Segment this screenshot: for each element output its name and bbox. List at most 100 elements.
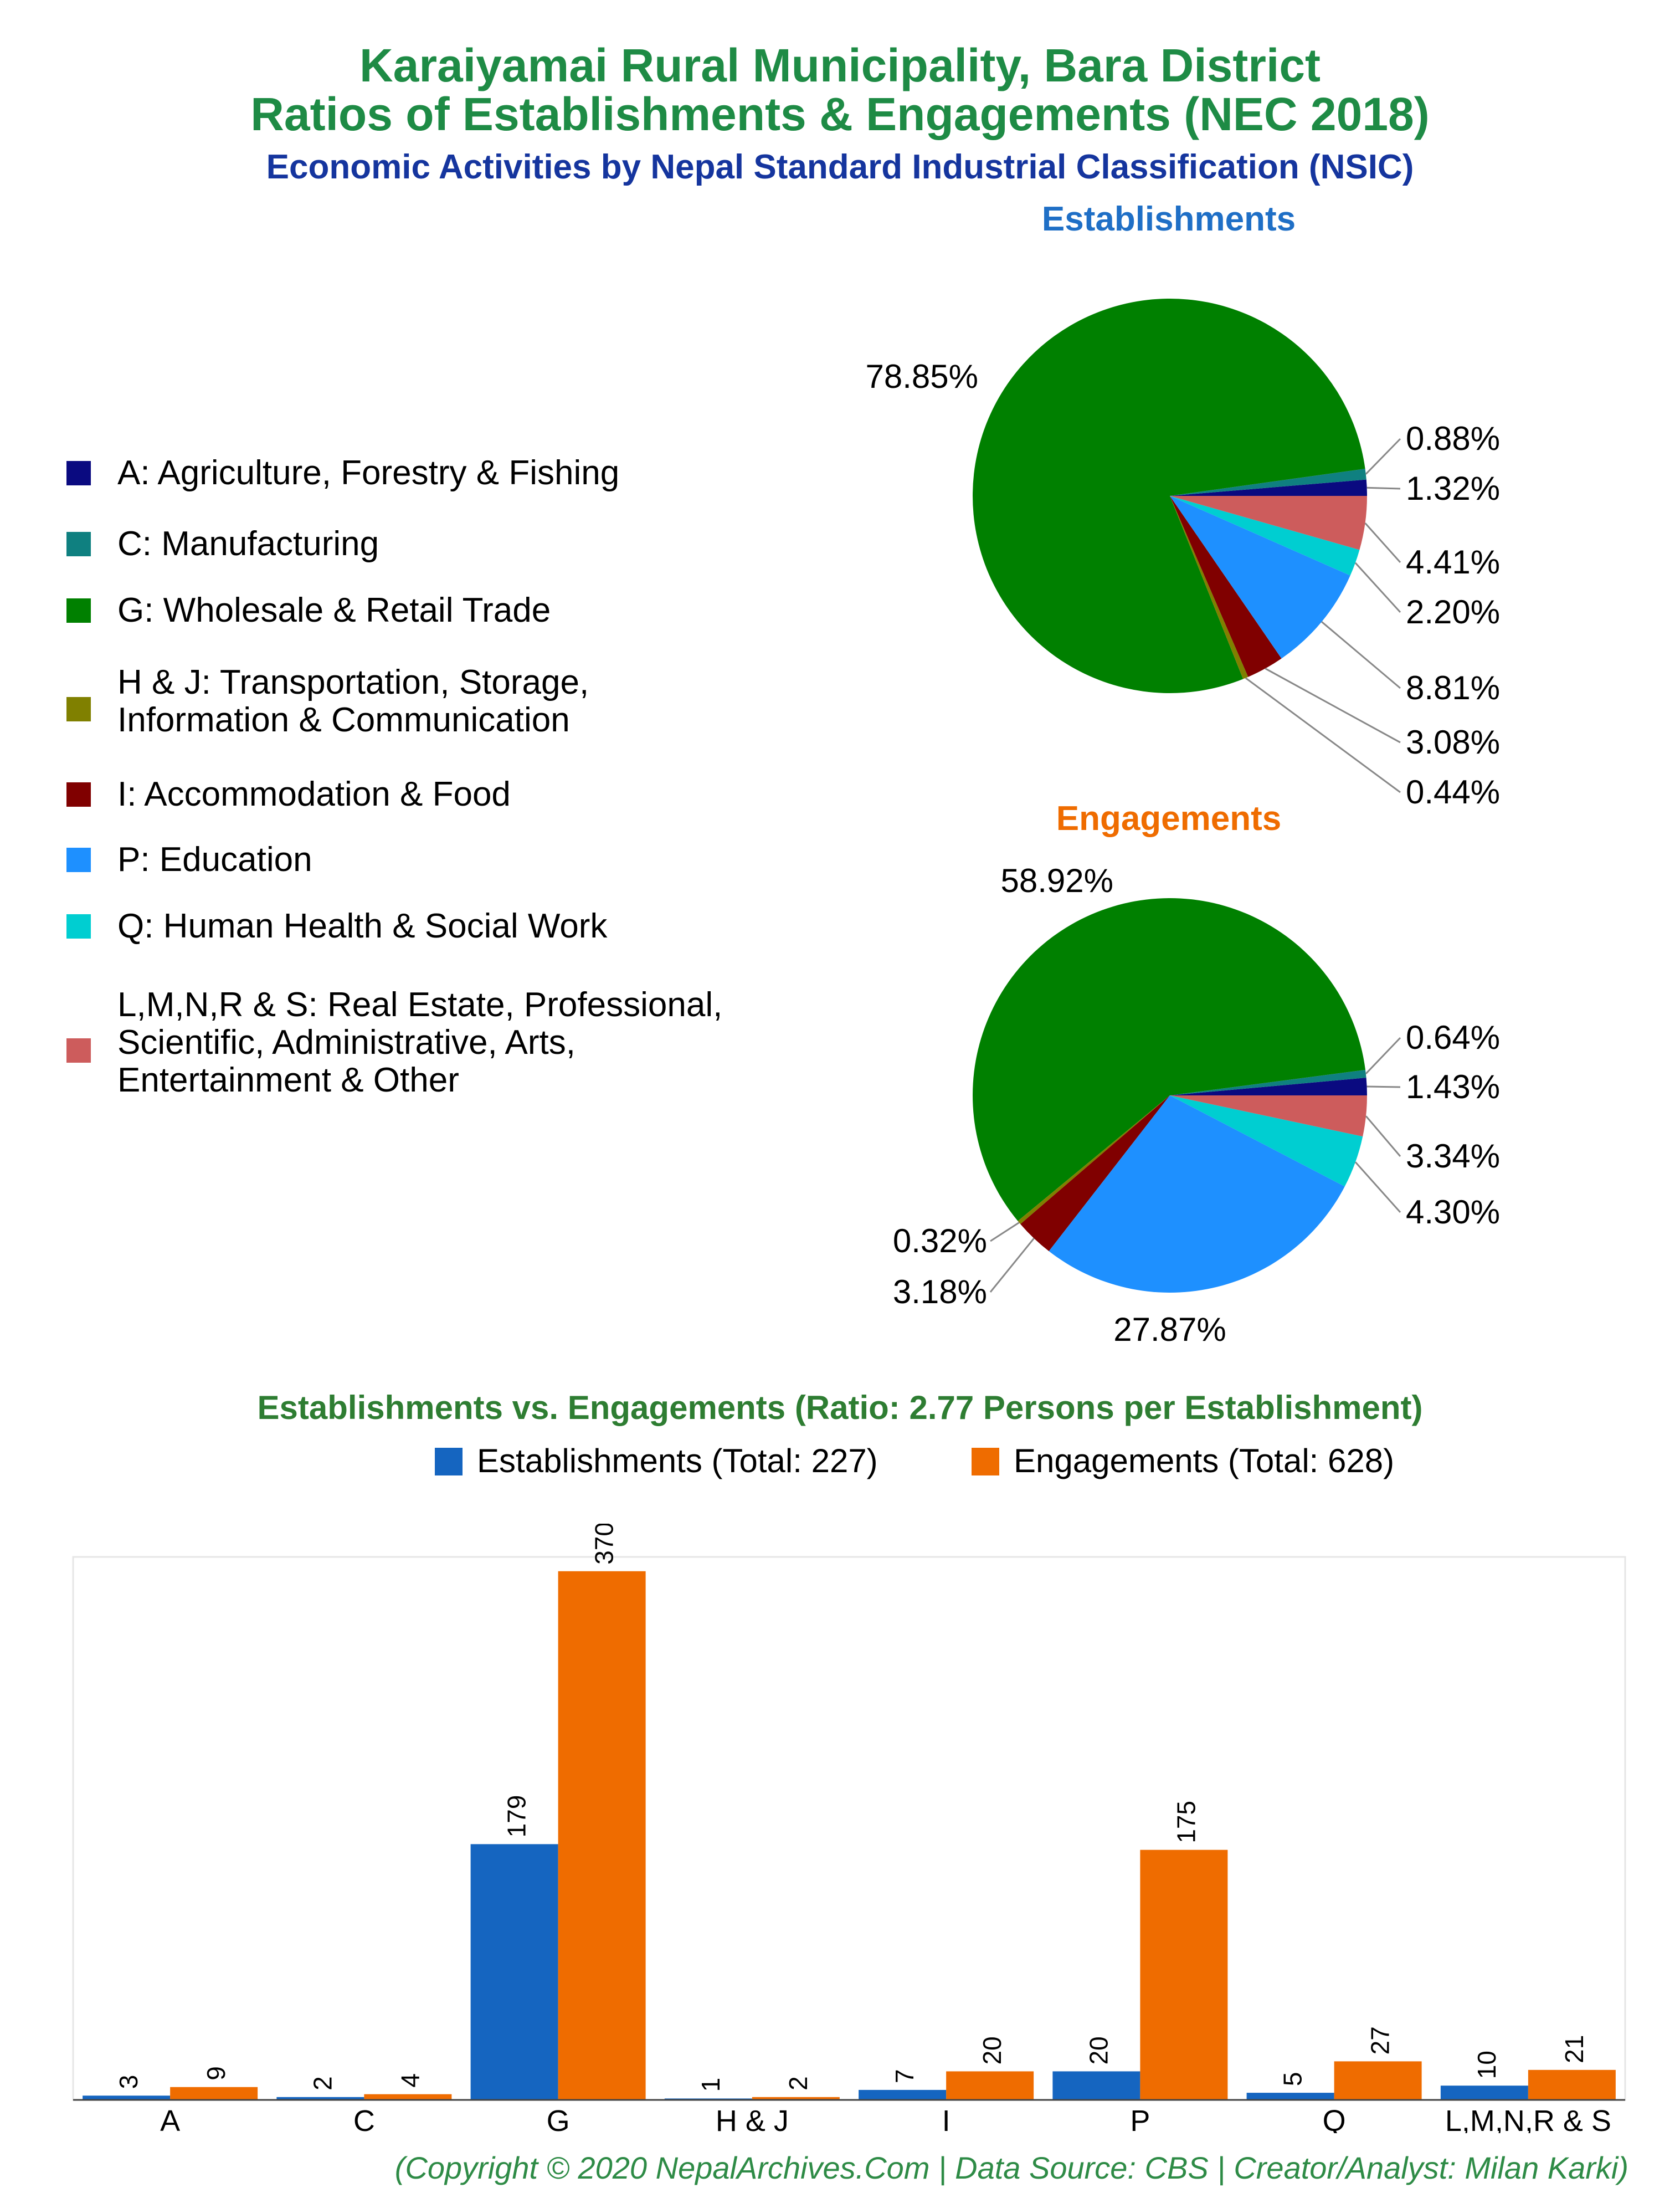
legend-swatch-a bbox=[66, 461, 91, 485]
establishments-value-h-j: 1 bbox=[696, 2078, 725, 2092]
pie-slice-i bbox=[1170, 496, 1282, 677]
x-tick-label-i: I bbox=[942, 2104, 951, 2133]
legend-swatch-i bbox=[66, 782, 91, 807]
engagements-bar-a bbox=[170, 2087, 258, 2100]
legend-label-p: P: Education bbox=[117, 841, 312, 879]
engagements-bar-c bbox=[364, 2094, 452, 2100]
pie-slice-q bbox=[1170, 496, 1360, 576]
pie-label-c: 0.88% bbox=[1406, 420, 1500, 457]
establishments-value-l-m-n-r-s: 10 bbox=[1472, 2051, 1501, 2079]
pie-label-h-j: 0.32% bbox=[893, 1222, 987, 1259]
legend-establishments: Establishments (Total: 227) bbox=[435, 1442, 878, 1480]
establishments-value-a: 3 bbox=[114, 2075, 143, 2089]
pie-label-g: 78.85% bbox=[866, 358, 979, 395]
legend-label-l-m-n-r-s: L,M,N,R & S: Real Estate, Professional, … bbox=[117, 986, 723, 1099]
chart-title-line2: Ratios of Establishments & Engagements (… bbox=[250, 88, 1430, 140]
engagements-value-g: 370 bbox=[590, 1524, 619, 1565]
legend-engagements: Engagements (Total: 628) bbox=[972, 1442, 1394, 1480]
pie-slice-p bbox=[1049, 1095, 1345, 1293]
pie-slice-g bbox=[973, 898, 1365, 1221]
engagements-value-i: 20 bbox=[978, 2036, 1006, 2064]
pie-label-p: 27.87% bbox=[1113, 1311, 1226, 1348]
engagements-bar-q bbox=[1334, 2061, 1422, 2100]
pie-engagements: 1.43% 0.64% 58.92% 0.32% 3.18% 27.87% 4.30% 3.3… bbox=[893, 862, 1500, 1348]
engagements-value-a: 9 bbox=[202, 2066, 230, 2081]
establishments-value-i: 7 bbox=[890, 2069, 919, 2083]
legend-label-c: C: Manufacturing bbox=[117, 525, 379, 563]
pie-label-c: 0.64% bbox=[1406, 1019, 1500, 1056]
engagements-bar-i bbox=[946, 2071, 1034, 2100]
engagements-bar-p bbox=[1140, 1849, 1228, 2100]
bar-chart: 3 9 A 2 4 C 179 370 G 1 2 H & J 7 20 I 20 175 P 5 27 Q 10 21 L,… bbox=[72, 1524, 1626, 2133]
pie-label-l-m-n-r-s: 4.41% bbox=[1406, 544, 1500, 581]
establishments-bar-q bbox=[1246, 2093, 1334, 2100]
plot-area bbox=[72, 1556, 1626, 2101]
establishments-bar-p bbox=[1052, 2071, 1140, 2100]
x-tick-label-a: A bbox=[160, 2104, 180, 2133]
engagements-bar-l-m-n-r-s bbox=[1528, 2069, 1616, 2100]
legend-label-h-j: H & J: Transportation, Storage, Informat… bbox=[117, 663, 589, 739]
pie-slice-c bbox=[1170, 468, 1366, 496]
leader-line-i bbox=[1265, 668, 1401, 744]
pie-label-a: 1.32% bbox=[1406, 470, 1500, 507]
x-tick-label-h-j: H & J bbox=[716, 2104, 789, 2133]
leader-line-a bbox=[1366, 486, 1401, 490]
legend-label-i: I: Accommodation & Food bbox=[117, 775, 511, 813]
engagements-value-p: 175 bbox=[1172, 1801, 1200, 1843]
leader-line-c bbox=[1365, 1037, 1401, 1074]
engagements-value-l-m-n-r-s: 21 bbox=[1560, 2035, 1589, 2063]
leader-line-p bbox=[1321, 621, 1401, 689]
legend-label-establishments: Establishments (Total: 227) bbox=[477, 1442, 878, 1479]
engagements-bar-g bbox=[558, 1571, 646, 2100]
engagements-bar-h-j bbox=[752, 2097, 840, 2100]
establishments-bar-c bbox=[276, 2097, 364, 2100]
establishments-bar-l-m-n-r-s bbox=[1440, 2086, 1528, 2100]
x-tick-label-q: Q bbox=[1323, 2104, 1346, 2133]
x-tick-label-l-m-n-r-s: L,M,N,R & S bbox=[1445, 2104, 1611, 2133]
x-tick-label-c: C bbox=[353, 2104, 375, 2133]
pie-slice-l-m-n-r-s bbox=[1170, 1095, 1368, 1137]
leader-line-q bbox=[1354, 562, 1401, 613]
pie-charts: 1.32% 0.88% 78.85% 0.44% 3.08% 8.81% 2.20% 4.41… bbox=[866, 298, 1500, 1348]
pie-slice-g bbox=[972, 298, 1365, 694]
leader-line-c bbox=[1365, 438, 1401, 475]
legend-swatch-p bbox=[66, 848, 91, 872]
bar-chart-title: Establishments vs. Engagements (Ratio: 2… bbox=[257, 1389, 1423, 1426]
leader-line-q bbox=[1354, 1161, 1401, 1213]
establishments-value-q: 5 bbox=[1278, 2072, 1307, 2087]
pie-slice-l-m-n-r-s bbox=[1170, 496, 1367, 550]
pie-slice-p bbox=[1170, 496, 1350, 659]
pie-label-h-j: 0.44% bbox=[1406, 773, 1500, 811]
bar-legend: Establishments (Total: 227) Engagements … bbox=[0, 1442, 1680, 1486]
leader-line-h-j bbox=[990, 1222, 1020, 1242]
pie-slice-c bbox=[1170, 1069, 1366, 1095]
legend-label-q: Q: Human Health & Social Work bbox=[117, 907, 608, 945]
engagements-value-h-j: 2 bbox=[784, 2076, 813, 2090]
pie-establishments: 1.32% 0.88% 78.85% 0.44% 3.08% 8.81% 2.20% 4.41… bbox=[866, 298, 1500, 811]
engagements-pie-title: Engagements bbox=[1056, 800, 1282, 838]
leader-line-l-m-n-r-s bbox=[1365, 1115, 1401, 1157]
x-tick-label-p: P bbox=[1130, 2104, 1150, 2133]
copyright-footer: (Copyright © 2020 NepalArchives.Com | Da… bbox=[394, 2150, 1628, 2185]
pie-slice-q bbox=[1170, 1095, 1363, 1187]
x-tick-label-g: G bbox=[547, 2104, 570, 2133]
pie-label-a: 1.43% bbox=[1406, 1068, 1500, 1105]
chart-subtitle: Economic Activities by Nepal Standard In… bbox=[266, 148, 1414, 186]
leader-line-i bbox=[989, 1238, 1035, 1293]
establishments-value-g: 179 bbox=[502, 1795, 531, 1838]
pie-slice-i bbox=[1020, 1095, 1170, 1252]
pie-slice-h-j bbox=[1170, 496, 1249, 679]
legend-swatch-l-m-n-r-s bbox=[66, 1038, 91, 1063]
pie-label-i: 3.18% bbox=[893, 1273, 987, 1310]
establishments-value-c: 2 bbox=[308, 2076, 337, 2090]
establishments-value-p: 20 bbox=[1084, 2036, 1113, 2064]
pie-label-p: 8.81% bbox=[1406, 669, 1500, 706]
legend-swatch-h-j bbox=[66, 697, 91, 721]
legend-swatch-q bbox=[66, 914, 91, 939]
pie-label-i: 3.08% bbox=[1406, 724, 1500, 761]
establishments-bar-a bbox=[83, 2095, 171, 2100]
legend-swatch-g bbox=[66, 598, 91, 623]
pie-label-g: 58.92% bbox=[1001, 862, 1114, 899]
legend-swatch-establishments bbox=[435, 1448, 463, 1475]
pie-slice-a bbox=[1170, 479, 1367, 496]
